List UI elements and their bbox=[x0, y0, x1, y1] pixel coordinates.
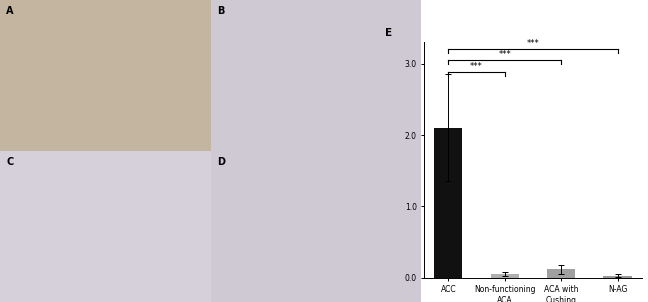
Text: ***: *** bbox=[498, 50, 511, 59]
Text: D: D bbox=[217, 157, 225, 167]
Text: ***: *** bbox=[470, 62, 483, 71]
Bar bbox=[434, 128, 463, 278]
Bar bbox=[491, 274, 519, 278]
Text: A: A bbox=[6, 6, 14, 16]
Text: E: E bbox=[386, 27, 393, 37]
Bar bbox=[547, 269, 575, 278]
Text: B: B bbox=[217, 6, 224, 16]
Bar bbox=[603, 276, 632, 278]
Text: C: C bbox=[6, 157, 14, 167]
Text: ***: *** bbox=[527, 39, 539, 48]
